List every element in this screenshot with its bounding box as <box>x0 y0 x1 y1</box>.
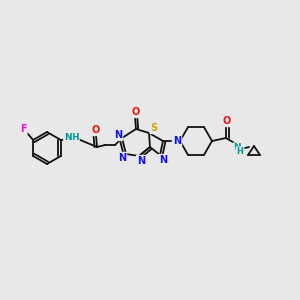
Text: N: N <box>118 153 126 163</box>
Text: H: H <box>237 148 243 157</box>
Text: F: F <box>20 124 26 134</box>
Text: N: N <box>114 130 122 140</box>
Text: N: N <box>137 156 145 166</box>
Text: N: N <box>64 134 72 142</box>
Text: N: N <box>233 143 241 152</box>
Text: H: H <box>71 134 79 142</box>
Text: O: O <box>223 116 231 126</box>
Text: O: O <box>132 107 140 117</box>
Text: O: O <box>92 125 100 135</box>
Text: N: N <box>173 136 181 146</box>
Text: N: N <box>159 155 167 165</box>
Text: S: S <box>150 123 158 133</box>
